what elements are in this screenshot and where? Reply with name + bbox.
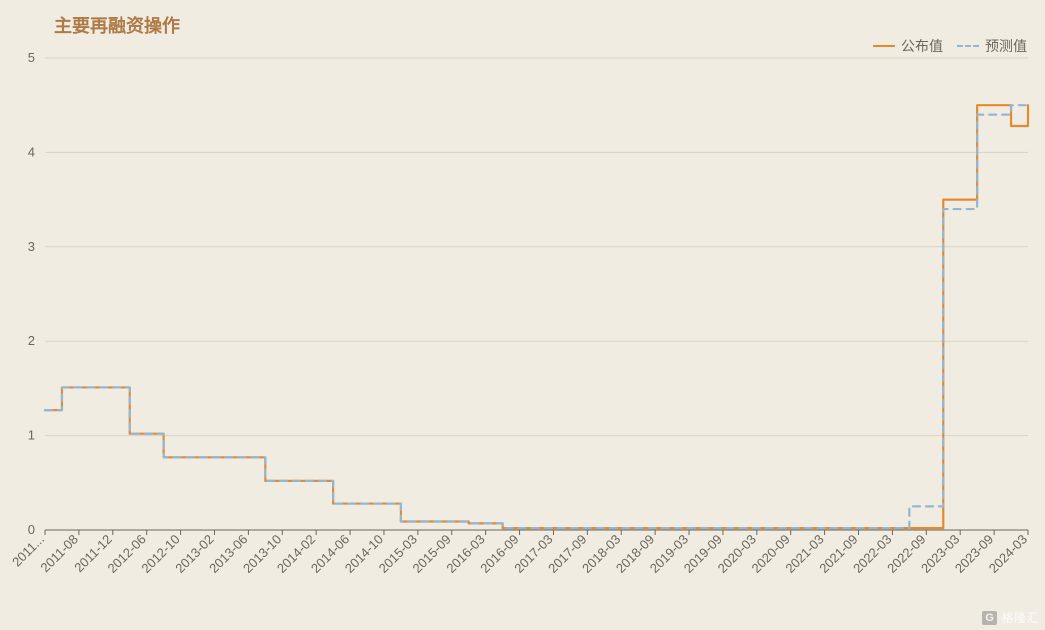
watermark-icon: G bbox=[982, 611, 997, 625]
svg-text:1: 1 bbox=[28, 428, 35, 443]
chart-svg: 0123452011...2011-082011-122012-062012-1… bbox=[0, 0, 1045, 630]
series-line bbox=[45, 105, 1028, 528]
svg-text:2: 2 bbox=[28, 333, 35, 348]
watermark: G 格隆汇 bbox=[982, 609, 1039, 626]
svg-text:2024-03: 2024-03 bbox=[986, 532, 1030, 576]
chart-container: 主要再融资操作 公布值预测值 0123452011...2011-082011-… bbox=[0, 0, 1045, 630]
svg-text:3: 3 bbox=[28, 239, 35, 254]
svg-text:4: 4 bbox=[28, 144, 35, 159]
svg-text:5: 5 bbox=[28, 50, 35, 65]
watermark-text: 格隆汇 bbox=[1001, 609, 1039, 626]
series-line bbox=[45, 105, 1028, 528]
